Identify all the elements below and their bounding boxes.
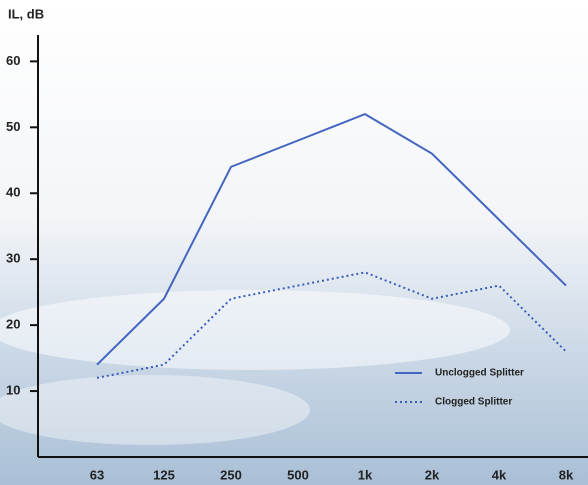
x-tick-label: 4k: [492, 467, 507, 482]
y-tick-label: 20: [6, 317, 20, 332]
series-line: [96, 113, 567, 366]
x-tick-label: 63: [90, 467, 104, 482]
x-tick-label: 1k: [358, 467, 373, 482]
cloud: [0, 290, 510, 370]
y-tick-label: 40: [6, 185, 20, 200]
legend-label: Clogged Splitter: [435, 397, 512, 408]
y-tick-label: 60: [6, 53, 20, 68]
cloud: [0, 375, 310, 445]
y-tick-label: 30: [6, 251, 20, 266]
y-tick-label: 10: [6, 383, 20, 398]
legend-label: Unclogged Splitter: [435, 368, 524, 379]
y-axis-label: IL, dB: [8, 6, 44, 21]
x-tick-label: 2k: [425, 467, 440, 482]
x-tick-label: 125: [153, 467, 175, 482]
x-tick-label: 250: [220, 467, 242, 482]
y-tick-label: 50: [6, 119, 20, 134]
x-tick-label: 500: [287, 467, 309, 482]
x-tick-label: 8k: [559, 467, 574, 482]
